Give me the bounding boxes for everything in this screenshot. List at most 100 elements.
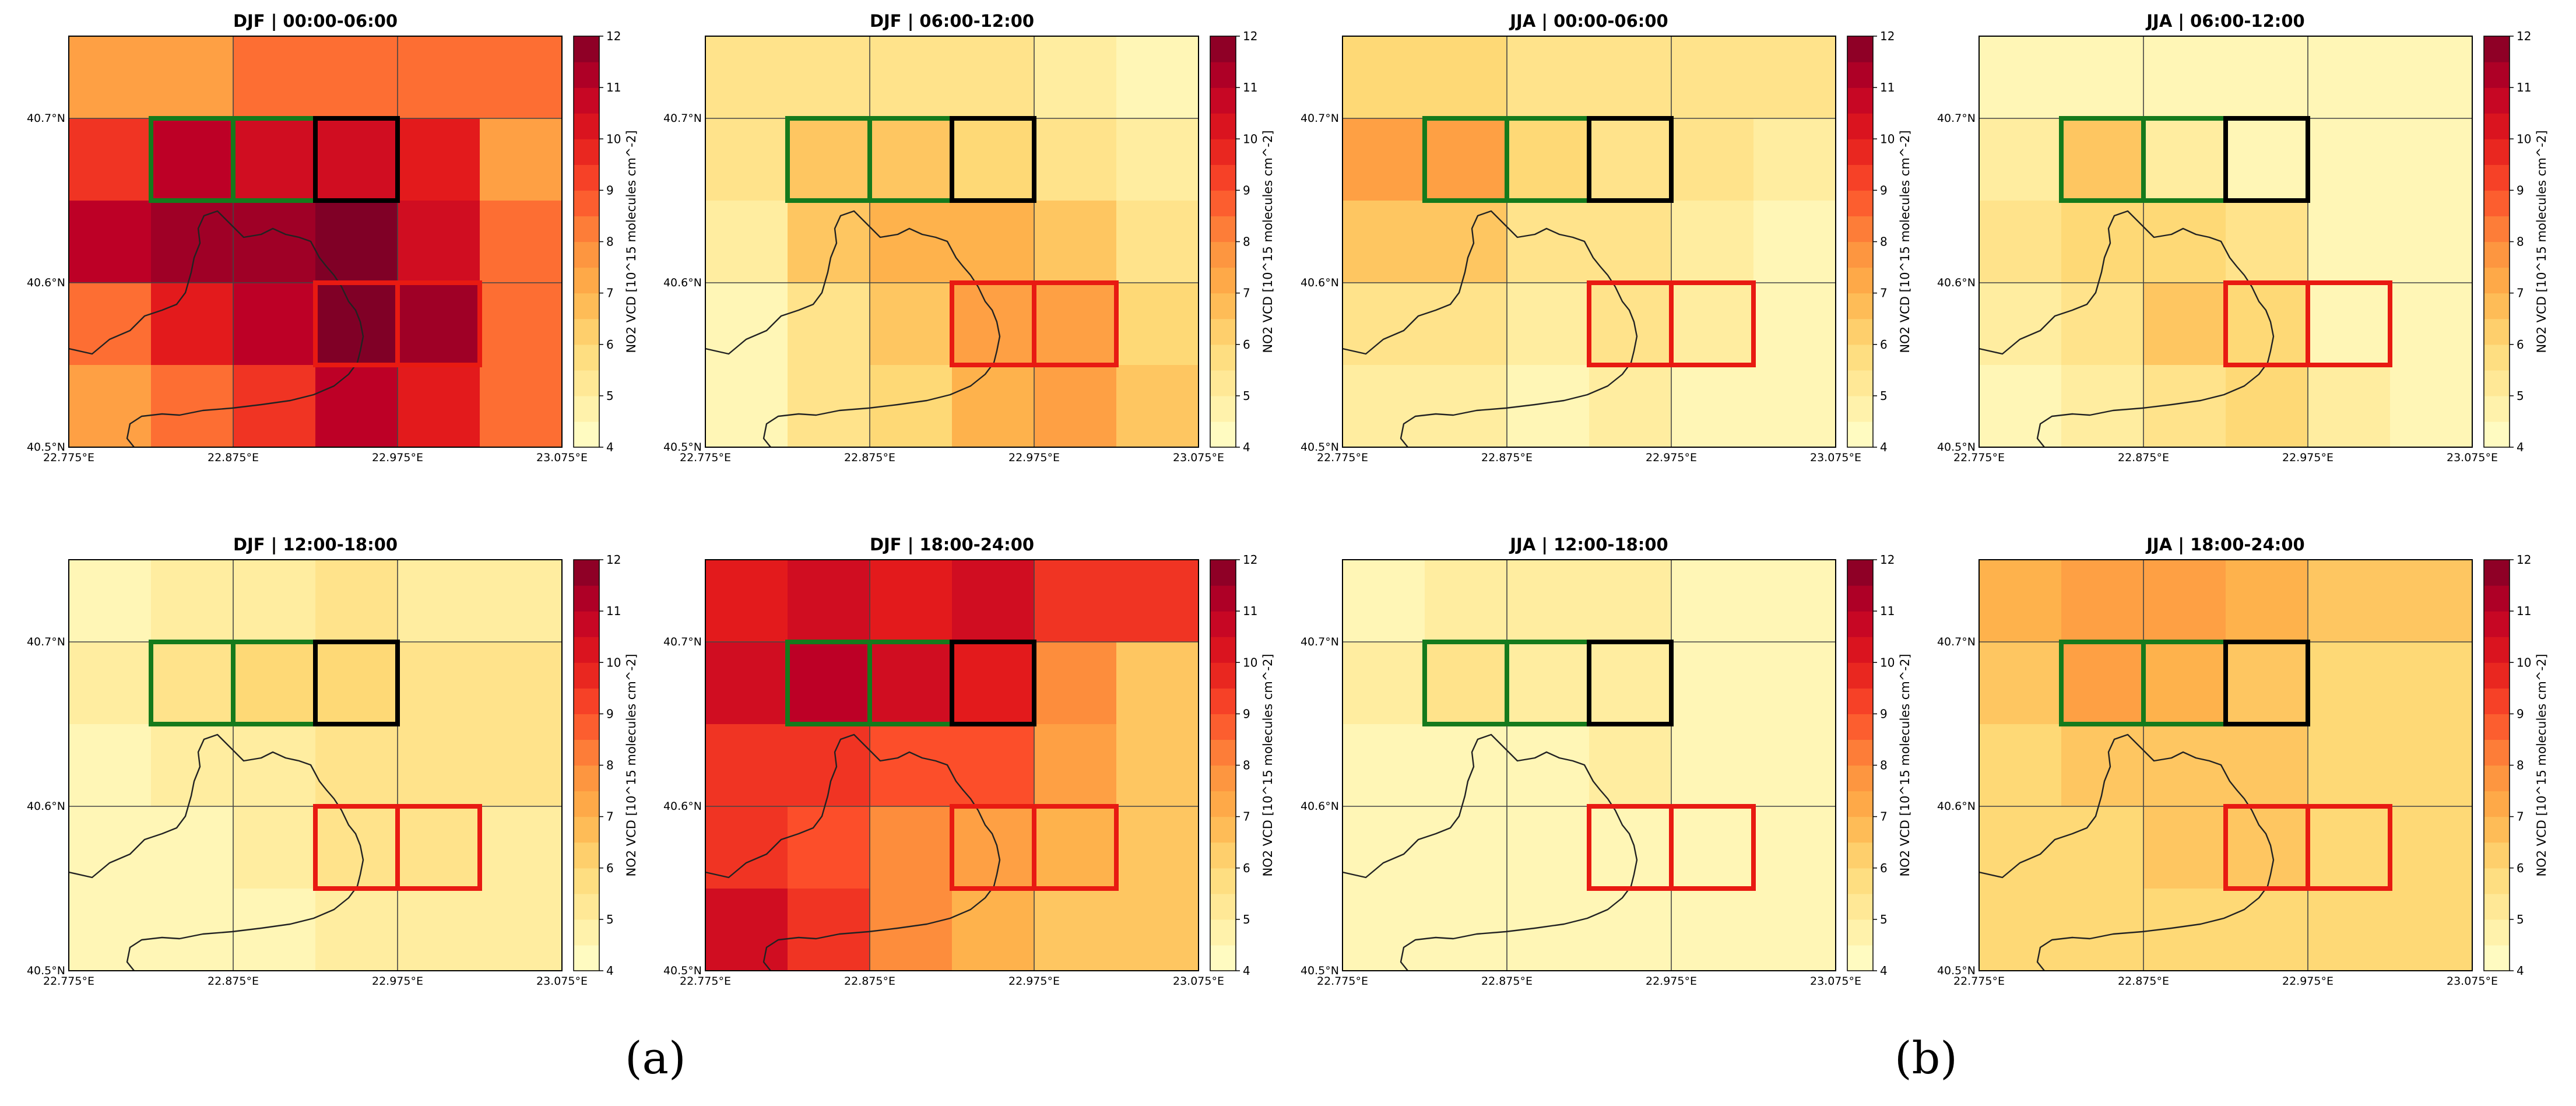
colorbar-tick-label: 4: [1880, 964, 1888, 978]
colorbar-tick-label: 6: [1243, 861, 1250, 875]
colorbar-tick-label: 9: [1243, 707, 1250, 721]
heatmap-cell: [69, 36, 152, 119]
coastline: [705, 733, 1001, 971]
heatmap-cell: [2143, 36, 2226, 119]
colorbar-segment: [1210, 216, 1236, 243]
colorbar-segment: [1210, 893, 1236, 920]
region-box-red: [2306, 804, 2392, 891]
colorbar: 4 5 6 7 8 9 10 11 12 NO2 VCD [10^15 molecules cm^…: [1210, 29, 1275, 454]
heatmap-cell: [315, 201, 398, 283]
colorbar-segment: [1210, 765, 1236, 792]
colorbar-segment: [574, 893, 599, 920]
colorbar-tick-label: 7: [606, 286, 614, 300]
heatmap-cell: [233, 642, 316, 725]
colorbar-segment: [2484, 791, 2510, 817]
map-frame: [1978, 559, 2473, 971]
region-box-red: [1032, 280, 1119, 367]
y-tick-label: 40.7°N: [663, 112, 702, 125]
colorbar-segment: [574, 267, 599, 294]
heatmap-cell: [2308, 365, 2391, 448]
heatmap-cell: [2390, 724, 2473, 807]
colorbar-tick-label: 4: [2517, 964, 2524, 978]
figure-label-a: (a): [625, 1032, 686, 1084]
heatmap-cell: [2226, 118, 2308, 201]
heatmap-cell: [2061, 642, 2144, 725]
y-tick-label: 40.6°N: [1937, 800, 1976, 813]
x-tick-label: 23.075°E: [2447, 975, 2498, 988]
colorbar-tick-label: 6: [606, 338, 614, 352]
colorbar: 4 5 6 7 8 9 10 11 12 NO2 VCD [10^15 molecules cm^…: [1210, 553, 1275, 978]
colorbar-segment: [1847, 344, 1873, 371]
panel-title: DJF | 06:00-12:00: [870, 11, 1034, 31]
colorbar-segment: [1210, 293, 1236, 319]
colorbar-segment: [2484, 842, 2510, 869]
heatmap-cell: [1425, 806, 1507, 889]
x-tick-label: 22.775°E: [1953, 975, 2005, 988]
colorbar-segment: [1210, 945, 1236, 971]
panel-8: JJA | 18:00-24:00 22.775°E 22.875°E 22.975°…: [1937, 535, 2549, 988]
heatmap-cell: [2390, 889, 2473, 971]
heatmap-cell: [1116, 118, 1199, 201]
colorbar-segment: [1210, 688, 1236, 714]
heatmap-cell: [788, 365, 870, 448]
region-box-black: [313, 116, 400, 203]
colorbar-segment: [1847, 585, 1873, 612]
heatmap-cell: [1116, 642, 1199, 725]
x-tick-label: 22.775°E: [680, 451, 731, 464]
colorbar-tick-label: 5: [1243, 389, 1250, 403]
y-tick-label: 40.7°N: [1301, 112, 1339, 125]
heatmap-cell: [1034, 201, 1117, 283]
panel-title: DJF | 12:00-18:00: [233, 535, 398, 554]
y-tick-label: 40.5°N: [27, 964, 65, 977]
coastline: [705, 210, 1001, 448]
panel-7: JJA | 12:00-18:00 22.775°E 22.875°E 22.975°…: [1301, 535, 1912, 988]
figure-label-b: (b): [1895, 1032, 1958, 1084]
colorbar-segment: [574, 87, 599, 114]
heatmap-cell: [233, 806, 316, 889]
region-box-red: [1669, 804, 1756, 891]
heatmap-cell: [315, 642, 398, 725]
heatmap-cell: [480, 560, 563, 642]
heatmap-cell: [788, 642, 870, 725]
colorbar-segment: [2484, 344, 2510, 371]
heatmap-cell: [151, 806, 234, 889]
heatmap-cell: [1753, 642, 1836, 725]
colorbar-tick-label: 8: [606, 235, 614, 249]
colorbar-tick-label: 5: [2517, 912, 2524, 926]
colorbar-segment: [1847, 739, 1873, 766]
heatmap-cell: [1116, 201, 1199, 283]
colorbar-segment: [1210, 868, 1236, 894]
colorbar-segment: [1847, 370, 1873, 396]
heatmap-cell: [1343, 283, 1425, 366]
colorbar-tick-label: 7: [1243, 810, 1250, 824]
colorbar-segment: [1210, 164, 1236, 191]
heatmap-cell: [1034, 283, 1117, 366]
heatmap-cell: [480, 724, 563, 807]
colorbar-segment: [2484, 293, 2510, 319]
heatmap-cell: [1979, 118, 2062, 201]
colorbar-segment: [2484, 637, 2510, 663]
heatmap-cell: [398, 118, 480, 201]
colorbar-segment: [2484, 662, 2510, 689]
heatmap-cell: [705, 724, 788, 807]
y-tick-label: 40.5°N: [1937, 964, 1976, 977]
y-tick-label: 40.6°N: [1301, 276, 1339, 289]
heatmap-cell: [1753, 118, 1836, 201]
colorbar-segment: [1847, 945, 1873, 971]
heatmap-cell: [788, 36, 870, 119]
colorbar-segment: [1210, 791, 1236, 817]
x-tick-label: 22.975°E: [1646, 451, 1697, 464]
colorbar-tick-label: 8: [1243, 235, 1250, 249]
heatmap-cell: [870, 724, 953, 807]
heatmap-cell: [2308, 724, 2391, 807]
heatmap-cell: [1671, 889, 1754, 971]
y-tick-label: 40.5°N: [1937, 441, 1976, 454]
x-tick-label: 22.975°E: [372, 451, 423, 464]
heatmap-cell: [233, 118, 316, 201]
colorbar-segment: [1847, 791, 1873, 817]
coastline: [68, 210, 364, 448]
heatmap-cell: [69, 283, 152, 366]
colorbar-segment: [574, 816, 599, 843]
colorbar-tick-label: 9: [1880, 183, 1888, 197]
panel-title: JJA | 18:00-24:00: [2145, 535, 2304, 554]
